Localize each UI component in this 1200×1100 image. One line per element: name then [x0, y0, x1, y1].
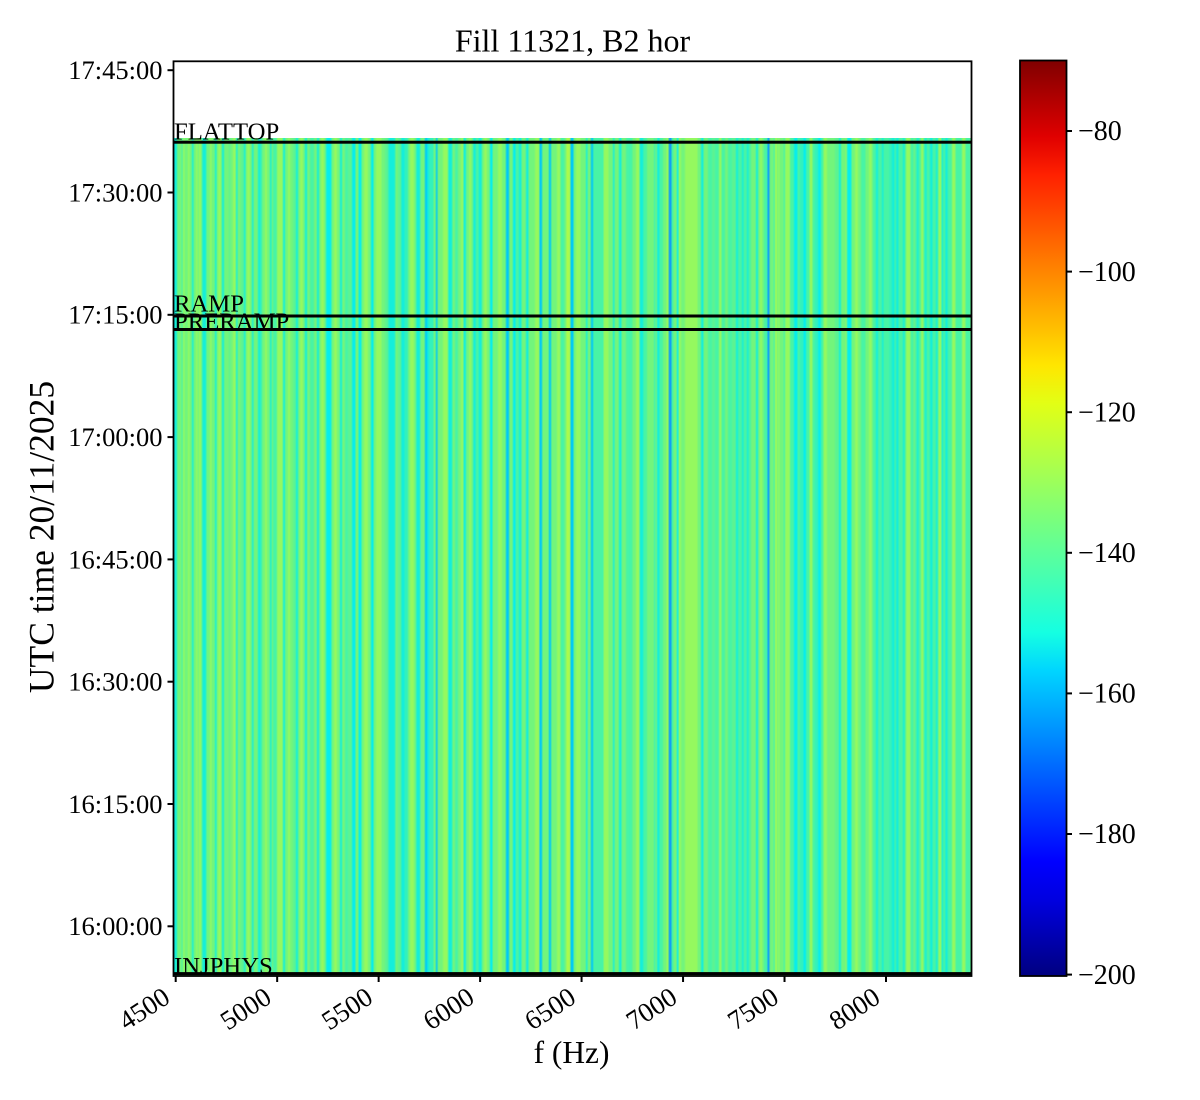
svg-text:16:45:00: 16:45:00	[68, 544, 162, 574]
svg-text:UTC time 20/11/2025: UTC time 20/11/2025	[22, 381, 62, 693]
svg-text:−100: −100	[1078, 257, 1136, 288]
svg-text:−160: −160	[1078, 679, 1136, 710]
svg-text:17:15:00: 17:15:00	[68, 300, 162, 330]
svg-text:−200: −200	[1078, 960, 1136, 991]
svg-text:17:00:00: 17:00:00	[68, 422, 162, 452]
svg-text:−140: −140	[1078, 538, 1136, 569]
svg-text:FLATTOP: FLATTOP	[174, 119, 279, 146]
svg-text:17:30:00: 17:30:00	[68, 177, 162, 207]
svg-text:Fill 11321, B2 hor: Fill 11321, B2 hor	[455, 23, 691, 59]
svg-text:−80: −80	[1078, 116, 1122, 147]
svg-text:16:30:00: 16:30:00	[68, 667, 162, 697]
svg-text:17:45:00: 17:45:00	[68, 55, 162, 85]
svg-text:16:15:00: 16:15:00	[68, 789, 162, 819]
svg-text:PRERAMP: PRERAMP	[174, 309, 289, 336]
svg-text:−120: −120	[1078, 397, 1136, 428]
svg-text:RAMP: RAMP	[174, 290, 244, 317]
svg-text:16:00:00: 16:00:00	[68, 911, 162, 941]
svg-text:f (Hz): f (Hz)	[534, 1035, 610, 1070]
svg-text:−180: −180	[1078, 819, 1136, 850]
